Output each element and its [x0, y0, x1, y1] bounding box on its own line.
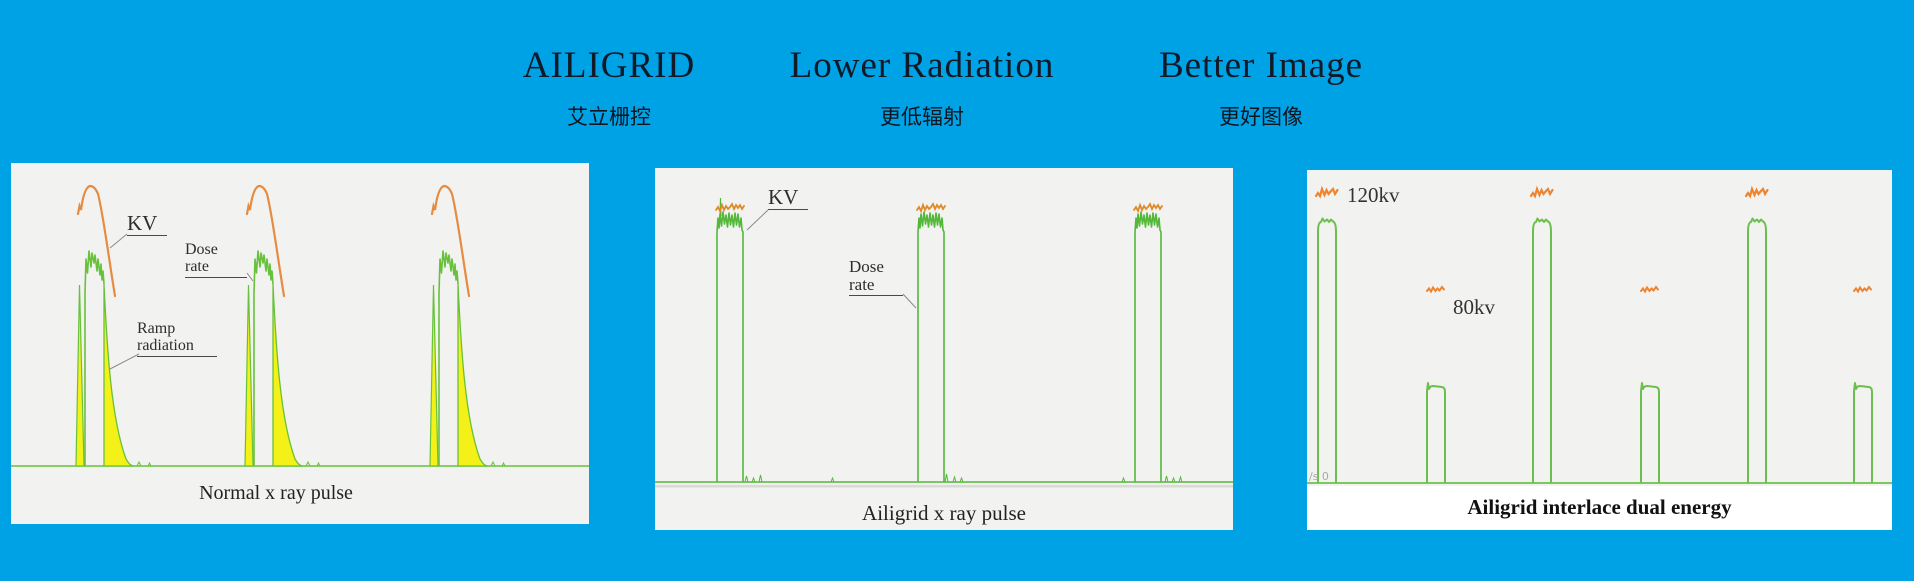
- dose-rate-label-line2: rate: [849, 274, 875, 294]
- dual-caption-bar: Ailigrid interlace dual energy: [1307, 486, 1892, 530]
- dose-rate-label: Dose rate: [185, 241, 247, 278]
- dose-rate-label-line1: Dose: [849, 257, 884, 276]
- subtitle-better-image: 更好图像: [1218, 105, 1303, 129]
- ramp-radiation-leader-line: [109, 353, 140, 370]
- normal-pulse-waveform: [11, 184, 589, 467]
- ailigrid-pulse-waveform: [655, 197, 1233, 488]
- header-group-ailigrid: AILIGRID 艾立栅控: [523, 44, 695, 131]
- normal-panel-caption: Normal x ray pulse: [199, 482, 353, 504]
- header-group-lower-radiation: Lower Radiation 更低辐射: [790, 44, 1055, 131]
- ramp-radiation-label-line1: Ramp: [137, 320, 176, 337]
- dose-rate-label-line1: Dose: [185, 241, 218, 258]
- title-better-image: Better Image: [1158, 45, 1364, 86]
- kv-leader-line: [109, 233, 128, 249]
- scope-residual-text: /s 0: [1309, 470, 1329, 483]
- panel-normal-x-ray-pulse: KV Dose rate Ramp radiation Normal x ray…: [11, 163, 589, 524]
- header-group-better-image: Better Image 更好图像: [1159, 44, 1363, 131]
- ramp-radiation-label: Ramp radiation: [137, 320, 217, 357]
- dose-rate-leader-line: [246, 272, 254, 282]
- title-lower-radiation: Lower Radiation: [789, 45, 1055, 86]
- title-ailigrid: AILIGRID: [522, 45, 696, 86]
- ramp-radiation-label-line2: radiation: [137, 336, 194, 354]
- dual-energy-waveform: [1307, 185, 1892, 484]
- label-120kv: 120kv: [1347, 183, 1400, 207]
- dual-panel-caption: Ailigrid interlace dual energy: [1467, 495, 1732, 519]
- panel-interlace-dual-energy: 120kv 80kv /s 0 Ailigrid interlace dual …: [1307, 170, 1892, 530]
- dose-rate-label-line2: rate: [185, 257, 209, 275]
- kv-leader-line: [746, 209, 769, 231]
- label-80kv: 80kv: [1453, 295, 1495, 319]
- dose-rate-leader-line: [902, 293, 917, 309]
- kv-label: KV: [768, 186, 809, 211]
- kv-label: KV: [127, 212, 168, 237]
- baseline-shadow-band: [655, 485, 1233, 488]
- subtitle-ailigrid: 艾立栅控: [567, 105, 651, 129]
- dose-rate-label: Dose rate: [849, 258, 903, 296]
- panel-ailigrid-x-ray-pulse: KV Dose rate Ailigrid x ray pulse: [655, 168, 1233, 530]
- ailigrid-panel-caption: Ailigrid x ray pulse: [862, 501, 1026, 525]
- subtitle-lower-radiation: 更低辐射: [880, 105, 964, 129]
